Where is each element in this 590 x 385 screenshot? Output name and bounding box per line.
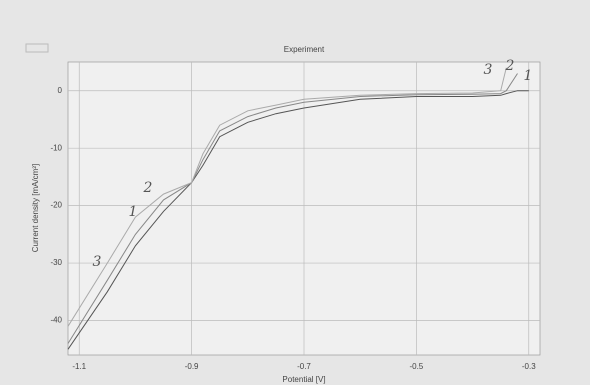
y-tick-label: 0 (58, 86, 63, 95)
annotation: 2 (505, 58, 515, 74)
y-tick-label: -20 (50, 201, 62, 210)
series-line (67, 73, 518, 344)
y-tick-label: -40 (50, 316, 62, 325)
series-line (67, 67, 507, 327)
y-axis-label: Current density [mA/cm²] (31, 164, 40, 252)
annotation: 3 (484, 62, 493, 78)
x-tick-label: -0.9 (185, 362, 199, 371)
legend-box (25, 43, 49, 53)
y-tick-label: -30 (50, 258, 62, 267)
x-axis-label: Potential [V] (282, 375, 325, 384)
y-tick-label: -10 (50, 143, 62, 152)
annotation: 2 (143, 180, 153, 196)
x-tick-label: -0.5 (409, 362, 423, 371)
series-line (67, 90, 529, 350)
annotation: 1 (524, 68, 533, 84)
annotation: 1 (129, 204, 138, 220)
x-tick-label: -0.3 (522, 362, 536, 371)
chart-title: Experiment (284, 45, 325, 54)
annotation: 3 (93, 254, 102, 270)
x-tick-label: -0.7 (297, 362, 311, 371)
x-tick-label: -1.1 (72, 362, 86, 371)
